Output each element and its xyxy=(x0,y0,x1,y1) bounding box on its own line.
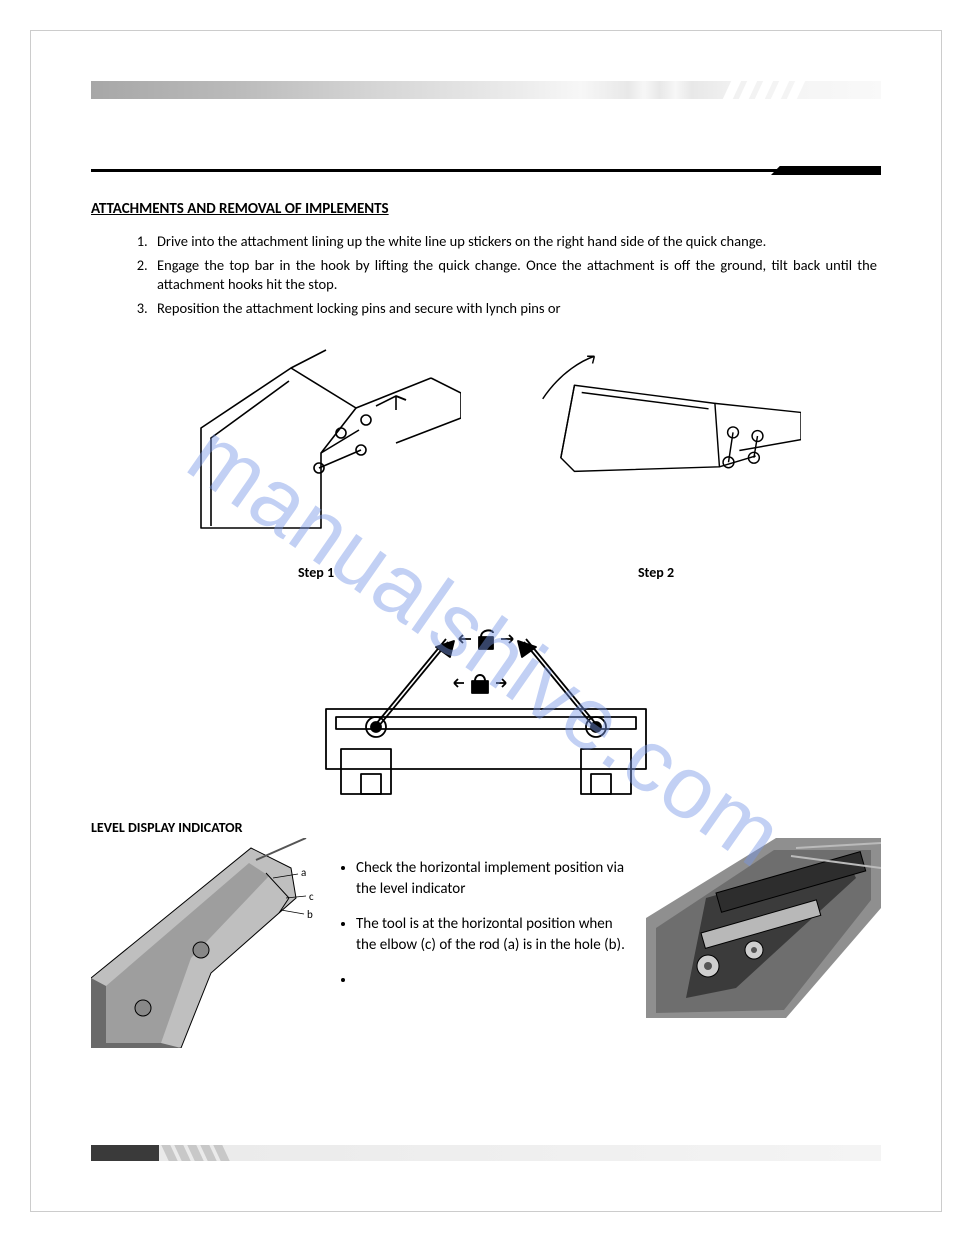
level-indicator-row: a c b Check the horizontal implement pos… xyxy=(91,838,881,1053)
figure-step2: Step 2 xyxy=(511,338,801,581)
header-slash-ornament xyxy=(727,81,801,99)
step-item: Engage the top bar in the hook by liftin… xyxy=(151,256,877,295)
figure-lockpins xyxy=(91,609,881,799)
figure-step1: Step 1 xyxy=(171,338,461,581)
level-indicator-icon: a c b xyxy=(91,838,316,1048)
header-gradient-band xyxy=(91,81,881,99)
figure-label: Step 1 xyxy=(298,564,334,581)
steps-list: Drive into the attachment lining up the … xyxy=(151,232,881,318)
footer-slash-ornament xyxy=(165,1145,226,1161)
callout-b: b xyxy=(307,908,313,921)
level-bullet: Check the horizontal implement position … xyxy=(356,858,628,900)
level-bullet: The tool is at the horizontal position w… xyxy=(356,914,628,956)
bucket-approach-icon xyxy=(171,338,461,558)
level-bullets: Check the horizontal implement position … xyxy=(334,838,628,1005)
figure-row: Step 1 xyxy=(91,338,881,581)
level-diagram-left: a c b xyxy=(91,838,316,1053)
footer-page-block xyxy=(91,1145,159,1161)
header-rule-arrow xyxy=(771,166,881,175)
bucket-tilt-icon xyxy=(511,349,801,548)
level-bullet-empty xyxy=(356,970,628,991)
callout-c: c xyxy=(309,890,314,903)
lockpins-icon xyxy=(306,609,666,799)
figure-label: Step 2 xyxy=(638,564,674,581)
step-item: Drive into the attachment lining up the … xyxy=(151,232,877,252)
footer-band xyxy=(91,1145,881,1161)
step-item: Reposition the attachment locking pins a… xyxy=(151,299,877,319)
page-frame: ATTACHMENTS AND REMOVAL OF IMPLEMENTS Dr… xyxy=(30,30,942,1212)
level-diagram-right xyxy=(646,838,881,1023)
callout-a: a xyxy=(301,866,306,879)
sub-title: LEVEL DISPLAY INDICATOR xyxy=(91,819,881,836)
hydraulic-linkage-icon xyxy=(646,838,881,1018)
header-rule xyxy=(91,169,881,172)
section-title: ATTACHMENTS AND REMOVAL OF IMPLEMENTS xyxy=(91,200,881,218)
